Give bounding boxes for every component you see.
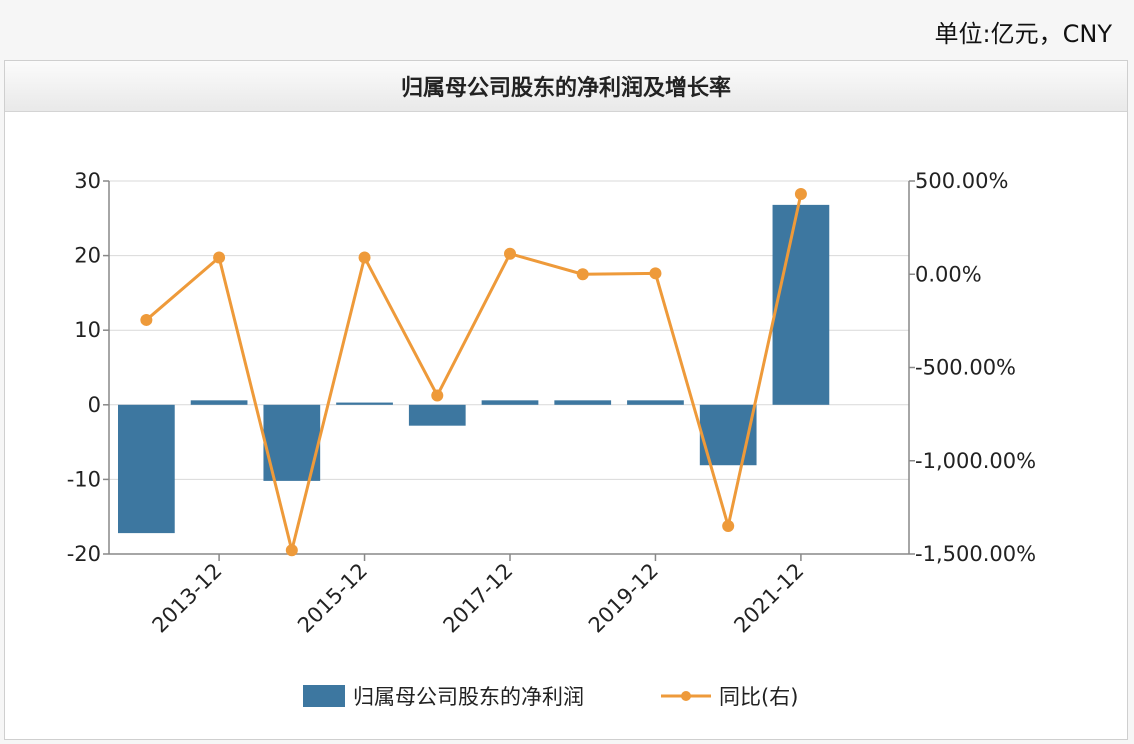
bar: [118, 404, 175, 534]
x-tick-label: 2017-12: [439, 559, 518, 638]
bar: [408, 404, 466, 426]
legend-line-marker: [681, 691, 691, 701]
x-tick-label: 2013-12: [148, 559, 227, 638]
growth-point: [431, 389, 444, 402]
bar: [481, 400, 539, 405]
growth-point: [504, 247, 516, 260]
left-tick-label: 10: [74, 318, 101, 342]
bar: [336, 402, 393, 405]
growth-point: [722, 520, 735, 533]
growth-point: [576, 268, 589, 281]
x-tick-label: 2019-12: [584, 559, 663, 638]
growth-point: [358, 251, 371, 264]
growth-point: [213, 251, 226, 264]
left-tick-label: 20: [74, 244, 101, 268]
legend-bar-swatch: [303, 685, 345, 707]
left-tick-label: 30: [74, 169, 101, 193]
bar: [554, 400, 612, 405]
unit-label: 单位:亿元，CNY: [934, 20, 1112, 48]
right-tick-label: -1,500.00%: [915, 542, 1036, 566]
bar: [772, 204, 830, 405]
growth-point: [285, 544, 298, 557]
left-tick-label: -20: [67, 542, 101, 566]
left-tick-label: -10: [67, 467, 101, 491]
growth-point: [649, 267, 662, 280]
right-tick-label: 0.00%: [915, 262, 982, 286]
x-tick-label: 2015-12: [293, 559, 372, 638]
right-tick-label: -1,000.00%: [915, 449, 1036, 473]
growth-point: [794, 188, 807, 201]
right-tick-label: 500.00%: [915, 169, 1008, 193]
bar: [190, 400, 248, 405]
growth-line: [145, 193, 803, 552]
chart-title: 归属母公司股东的净利润及增长率: [5, 61, 1127, 112]
legend-bar-label: 归属母公司股东的净利润: [353, 685, 584, 709]
right-tick-label: -500.00%: [915, 356, 1016, 380]
growth-point: [140, 313, 153, 326]
chart-panel: 归属母公司股东的净利润及增长率 30 20 10 0 -10 -20 500.00% 0.00…: [4, 60, 1128, 740]
chart: 30 20 10 0 -10 -20 500.00% 0.00% -500.00% -1,000.…: [67, 169, 1036, 709]
left-tick-label: 0: [88, 393, 101, 417]
legend-line-label: 同比(右): [719, 685, 798, 709]
bar: [627, 400, 684, 405]
x-tick-label: 2021-12: [729, 559, 808, 638]
